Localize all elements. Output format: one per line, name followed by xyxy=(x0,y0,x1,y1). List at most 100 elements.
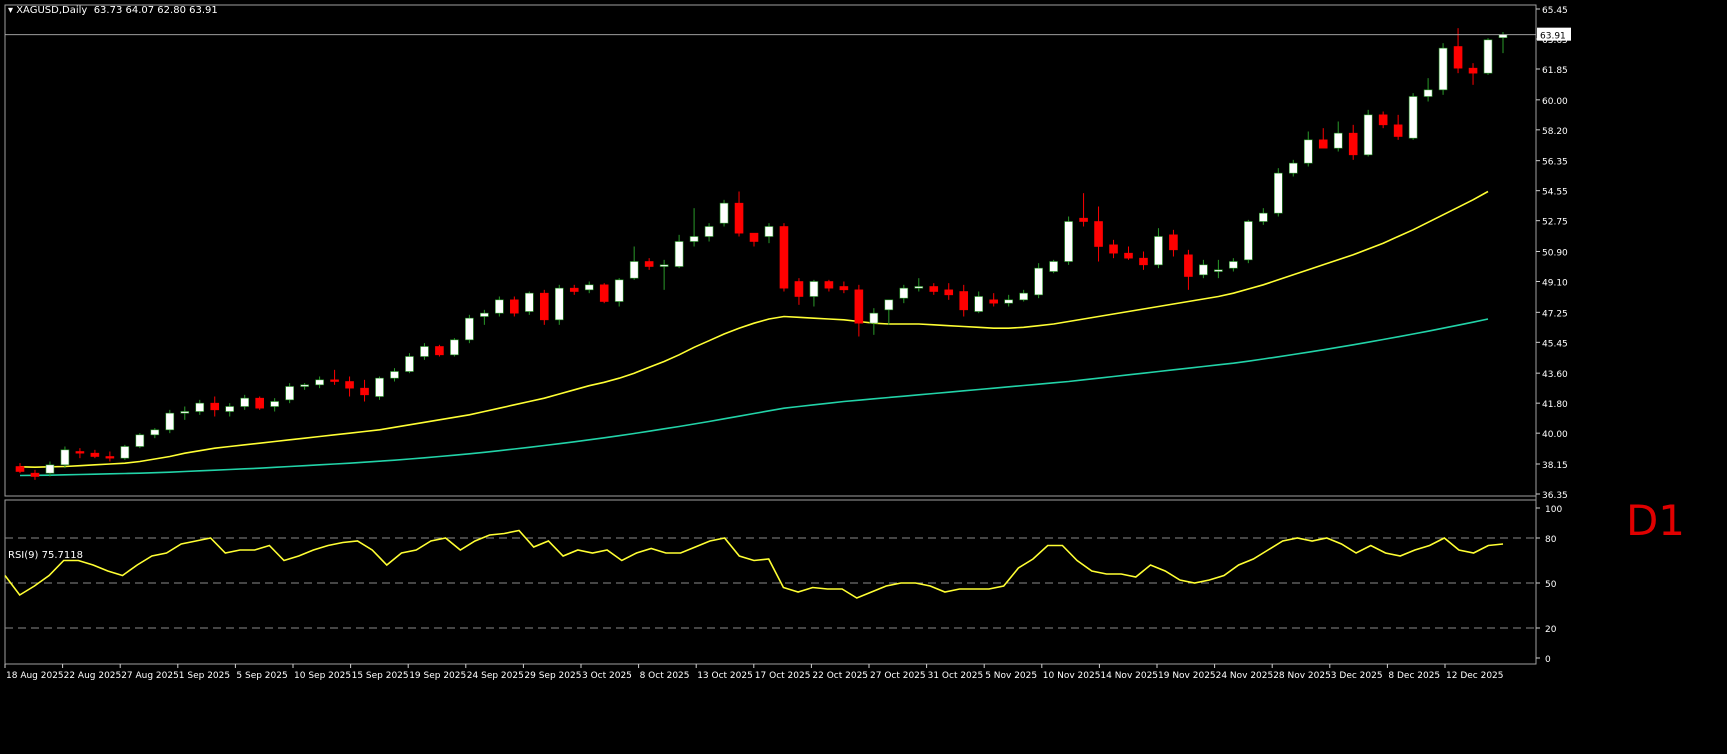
ma-slow-line xyxy=(19,318,1489,477)
candle-body xyxy=(1483,39,1493,74)
candle-body xyxy=(839,286,849,291)
candle-body xyxy=(764,226,774,237)
time-tick-label: 28 Nov 2025 xyxy=(1273,671,1331,681)
time-tick-label: 24 Nov 2025 xyxy=(1216,671,1274,681)
candle-body xyxy=(719,202,729,224)
time-tick-label: 10 Nov 2025 xyxy=(1043,671,1101,681)
candle-body xyxy=(539,292,549,321)
candle-body xyxy=(794,281,804,297)
candle-body xyxy=(584,284,594,291)
candle-body xyxy=(1109,244,1118,254)
candle-body xyxy=(150,429,160,436)
candle-body xyxy=(180,411,190,414)
candle-body xyxy=(1184,254,1193,277)
time-tick-label: 22 Aug 2025 xyxy=(64,671,122,681)
candle-body xyxy=(45,464,55,474)
candle-body xyxy=(689,236,699,242)
price-panel-border xyxy=(4,4,1537,497)
candle-body xyxy=(1079,217,1088,222)
candle-body xyxy=(1154,236,1163,266)
candle-body xyxy=(225,406,235,412)
candle-body xyxy=(1244,221,1253,261)
time-tick-label: 27 Oct 2025 xyxy=(870,671,926,681)
time-tick-label: 22 Oct 2025 xyxy=(812,671,868,681)
candle-body xyxy=(1423,89,1433,97)
candle-body xyxy=(375,377,384,397)
candle-body xyxy=(1393,124,1403,137)
candle-body xyxy=(1124,252,1133,259)
rsi-tick-label: 20 xyxy=(1545,625,1557,635)
candle-body xyxy=(884,299,894,311)
candle-body xyxy=(1333,132,1343,149)
time-tick-label: 13 Oct 2025 xyxy=(697,671,753,681)
price-axis: 65.45 63.65 61.85 60.00 58.20 56.35 54.55 52.75… xyxy=(5,6,1571,501)
time-tick-label: 24 Sep 2025 xyxy=(467,671,524,681)
candle-body xyxy=(255,397,264,409)
candle-body xyxy=(315,379,324,386)
rsi-axis: 100 80 50 20 0 xyxy=(1536,505,1562,665)
candle-body xyxy=(824,281,834,289)
candle-body xyxy=(1064,221,1073,262)
candle-body xyxy=(1094,221,1103,247)
time-tick-label: 5 Nov 2025 xyxy=(985,671,1037,681)
candle-body xyxy=(345,381,354,389)
candle-body xyxy=(1438,47,1448,91)
candle-body xyxy=(1034,267,1043,296)
candle-body xyxy=(614,279,624,302)
candle-body xyxy=(989,299,998,304)
last-price-box xyxy=(1537,27,1571,41)
candle-body xyxy=(210,402,220,411)
candle-body xyxy=(525,292,534,312)
timeframe-label: D1 xyxy=(1625,496,1685,545)
candle-body xyxy=(1229,261,1238,269)
candle-body xyxy=(1363,114,1373,156)
rsi-tick-label: 50 xyxy=(1545,580,1557,590)
chart-frame xyxy=(4,4,1537,665)
time-axis: 18 Aug 2025 22 Aug 2025 27 Aug 2025 1 Sep 2… xyxy=(4,664,1504,681)
candle-body xyxy=(360,387,369,396)
candle-body xyxy=(165,412,175,431)
time-tick-label: 8 Dec 2025 xyxy=(1388,671,1440,681)
candle-body xyxy=(659,264,669,267)
price-tick-label: 50.90 xyxy=(1542,249,1568,259)
collapse-triangle-icon[interactable]: ▾ xyxy=(8,5,17,16)
time-tick-label: 1 Sep 2025 xyxy=(179,671,230,681)
candle-body xyxy=(495,299,504,314)
rsi-line xyxy=(4,529,1504,599)
candle-body xyxy=(809,281,819,297)
rsi-panel xyxy=(4,529,1536,629)
symbol-header: ▾ XAGUSD,Daily 63.73 64.07 62.80 63.91 xyxy=(8,5,218,16)
candle-body xyxy=(30,472,40,477)
time-tick-label: 8 Oct 2025 xyxy=(640,671,690,681)
time-tick-label: 14 Nov 2025 xyxy=(1100,671,1158,681)
time-tick-label: 18 Aug 2025 xyxy=(6,671,64,681)
ma-fast-line xyxy=(19,190,1489,469)
candle-body xyxy=(450,339,459,356)
candle-body xyxy=(90,452,100,457)
candle-body xyxy=(60,449,70,466)
time-tick-label: 3 Oct 2025 xyxy=(582,671,632,681)
candle-body xyxy=(1303,139,1313,164)
candle-body xyxy=(974,296,984,312)
price-tick-label: 38.15 xyxy=(1542,461,1568,471)
moving-averages xyxy=(19,190,1489,477)
symbol-label: XAGUSD,Daily xyxy=(16,5,88,16)
candle-body xyxy=(779,226,789,289)
time-tick-label: 12 Dec 2025 xyxy=(1446,671,1504,681)
candle-body xyxy=(929,286,939,292)
candle-body xyxy=(465,317,474,341)
price-tick-label: 49.10 xyxy=(1542,279,1568,289)
candle-body xyxy=(734,202,744,234)
time-tick-label: 29 Sep 2025 xyxy=(524,671,581,681)
candlestick-series xyxy=(15,28,1508,480)
price-tick-label: 47.25 xyxy=(1542,309,1568,319)
price-tick-label: 43.60 xyxy=(1542,370,1568,380)
candle-body xyxy=(1169,234,1178,251)
candle-body xyxy=(1408,96,1418,139)
time-tick-label: 5 Sep 2025 xyxy=(236,671,287,681)
candle-body xyxy=(480,312,489,317)
candle-body xyxy=(1453,46,1463,69)
candle-body xyxy=(554,287,564,321)
candle-body xyxy=(1468,67,1478,74)
